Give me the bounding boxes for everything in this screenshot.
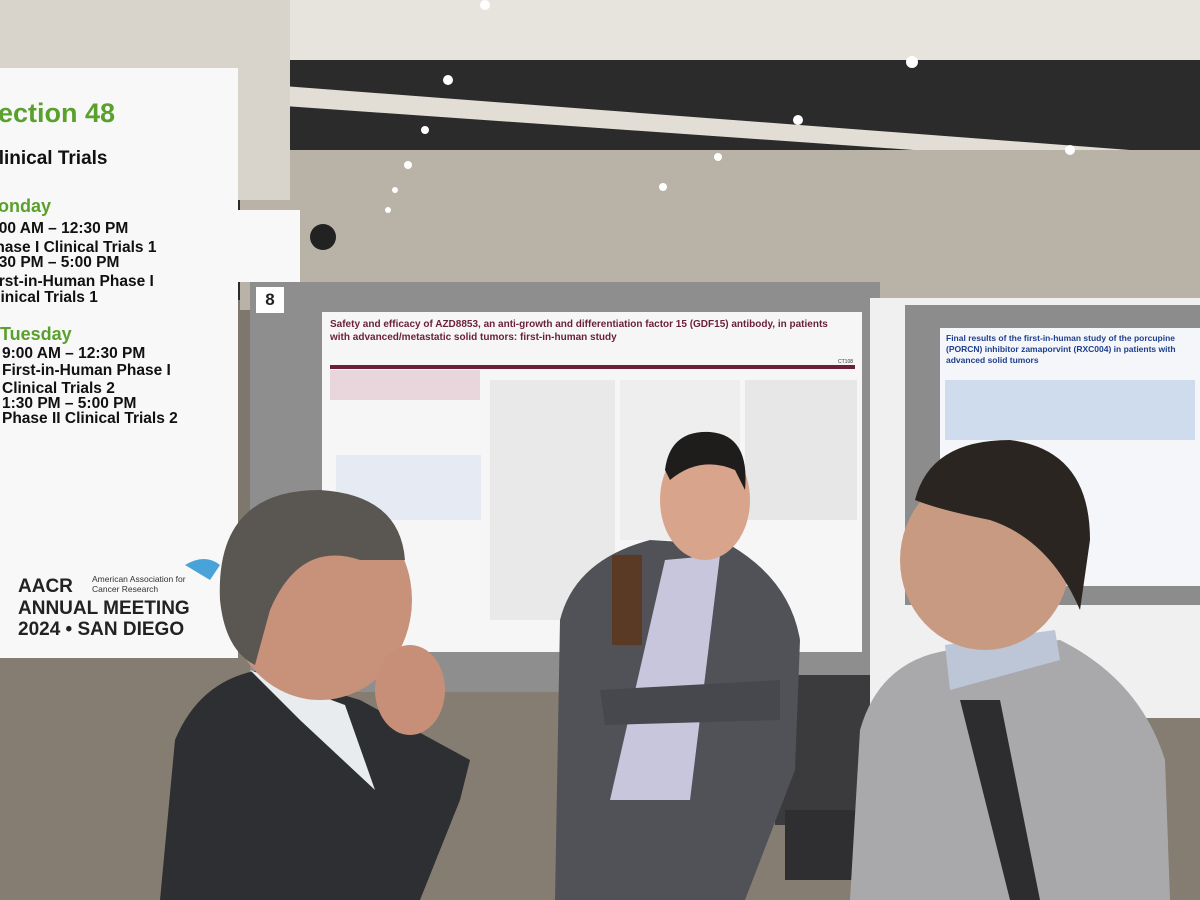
poster-rule (330, 365, 855, 369)
sign-section: Section 48 (0, 98, 116, 128)
person-hand (375, 645, 445, 735)
board-number: 8 (256, 287, 284, 313)
sign-session: Clinical Trials 1 (0, 289, 98, 306)
person-hair (665, 431, 746, 490)
sign-day: Tuesday (0, 324, 72, 344)
lights (385, 0, 1075, 213)
sign-time: 9:00 AM – 12:30 PM (2, 345, 146, 362)
logo-brand: AACR (18, 576, 73, 597)
sign-time: 1:30 PM – 5:00 PM (0, 254, 120, 271)
section-sign: Section 48 Clinical Trials Monday 9:00 A… (0, 68, 300, 658)
poster-title: Safety and efficacy of AZD8853, an anti-… (330, 319, 828, 343)
logo-mark (185, 559, 220, 580)
logo-event: ANNUAL MEETING (18, 598, 190, 619)
poster-figure (745, 380, 857, 520)
poster-code: CT108 (838, 359, 854, 365)
sign-board (238, 210, 300, 282)
person-shirt (250, 670, 375, 790)
sign-session: First-in-Human Phase I (0, 273, 154, 290)
sign-session: First-in-Human Phase I (2, 362, 171, 379)
sign-session: Phase I Clinical Trials 1 (0, 239, 157, 256)
sign-time: 1:30 PM – 5:00 PM (2, 395, 137, 412)
speaker (310, 224, 336, 250)
person-arms (600, 680, 780, 725)
sign-session: Clinical Trials 2 (2, 380, 115, 397)
chair (785, 810, 865, 880)
sign-time: 9:00 AM – 12:30 PM (0, 220, 129, 237)
beam (270, 85, 1200, 170)
poster-title: Final results of the first-in-human stud… (946, 333, 1176, 365)
sign-session: Phase II Clinical Trials 2 (2, 410, 178, 427)
person-shirt (610, 555, 720, 800)
ceiling-panel (280, 0, 1200, 60)
bag-strap (612, 555, 642, 645)
sign-day: Monday (0, 196, 52, 216)
sign-track: Clinical Trials (0, 148, 108, 169)
person-hair (219, 490, 405, 665)
logo-edition: 2024 • SAN DIEGO (18, 619, 185, 640)
logo-org: American Association for Cancer Research (92, 574, 186, 594)
bag-strap (960, 700, 1040, 900)
poster-2-block (945, 380, 1195, 440)
poster-block (330, 370, 480, 400)
person-hair (915, 440, 1090, 610)
